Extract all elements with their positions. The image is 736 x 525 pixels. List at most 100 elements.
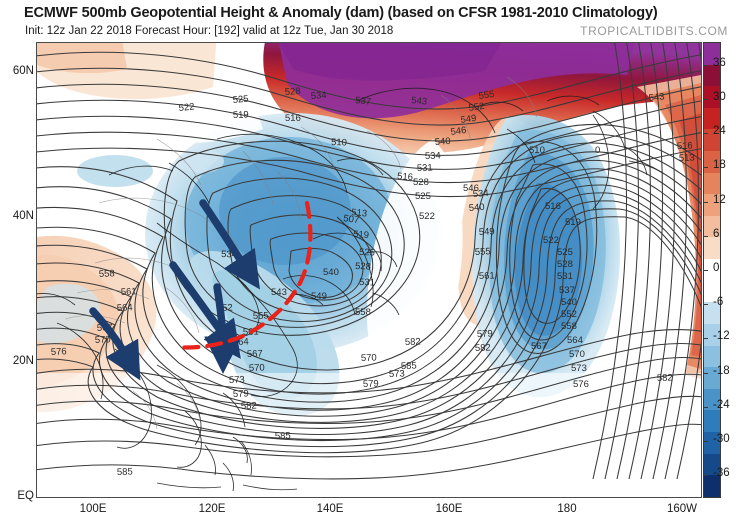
forecast-metadata: Init: 12z Jan 22 2018 Forecast Hour: [19… [25, 25, 394, 37]
svg-text:582: 582 [241, 400, 257, 412]
colorbar-tick-36: 36 [713, 56, 726, 69]
svg-text:552: 552 [561, 309, 577, 320]
colorbar-tick--12: -12 [713, 330, 730, 343]
colorbar-swatch [704, 194, 720, 216]
svg-text:585: 585 [117, 466, 133, 478]
x-tick-160W: 160W [666, 503, 698, 515]
colorbar-swatch [704, 107, 720, 130]
svg-text:528: 528 [355, 261, 371, 273]
map-canvas[interactable]: 522 525 528 519 516 537 510 516 507 534 … [36, 42, 702, 498]
svg-text:555: 555 [475, 246, 491, 258]
svg-text:585: 585 [401, 360, 417, 372]
svg-text:543: 543 [648, 91, 665, 104]
colorbar-tick-12: 12 [713, 193, 726, 206]
svg-text:522: 522 [419, 211, 435, 222]
svg-text:519: 519 [565, 217, 581, 228]
colorbar-tick-mark [703, 372, 708, 374]
svg-text:573: 573 [229, 374, 245, 386]
svg-text:579: 579 [363, 378, 379, 390]
colorbar-tick-mark [703, 99, 708, 100]
svg-text:570: 570 [569, 349, 585, 360]
svg-text:549: 549 [460, 113, 477, 126]
svg-text:552: 552 [217, 302, 233, 314]
colorbar-tick-mark [703, 235, 708, 237]
svg-text:525: 525 [232, 94, 249, 106]
colorbar-swatch [704, 215, 720, 238]
svg-text:558: 558 [561, 321, 577, 332]
svg-text:585: 585 [275, 430, 291, 442]
svg-text:573: 573 [571, 363, 587, 374]
svg-text:582: 582 [405, 336, 421, 348]
svg-text:528: 528 [284, 86, 301, 98]
colorbar-tick-30: 30 [713, 91, 726, 103]
svg-text:540: 540 [323, 267, 339, 278]
svg-text:513: 513 [679, 152, 695, 164]
svg-text:522: 522 [543, 235, 559, 246]
colorbar-swatch [704, 129, 720, 152]
colorbar-swatch [704, 86, 720, 108]
colorbar-tick-mark [703, 406, 708, 408]
svg-text:540: 540 [468, 202, 485, 214]
svg-text:531: 531 [417, 162, 433, 174]
colorbar-swatch [704, 367, 720, 389]
colorbar-tick--36: -36 [713, 467, 730, 480]
svg-text:552: 552 [468, 101, 485, 114]
svg-text:576: 576 [573, 379, 589, 390]
svg-text:534: 534 [472, 188, 489, 200]
svg-text:555: 555 [253, 310, 269, 322]
colorbar-swatch [704, 323, 720, 346]
page-title: ECMWF 500mb Geopotential Height & Anomal… [24, 5, 658, 21]
svg-text:573: 573 [389, 368, 405, 380]
svg-text:564: 564 [567, 335, 583, 346]
svg-text:582: 582 [657, 372, 673, 384]
svg-text:567: 567 [531, 341, 547, 352]
colorbar-tick--6: -6 [713, 296, 724, 309]
svg-text:522: 522 [178, 101, 195, 114]
svg-text:528: 528 [557, 259, 573, 270]
colorbar-swatch [704, 43, 720, 65]
svg-text:531: 531 [557, 271, 573, 282]
colorbar-tick-mark [703, 133, 708, 135]
svg-text:525: 525 [557, 247, 573, 258]
map-svg: 522 525 528 519 516 537 510 516 507 534 … [37, 43, 701, 497]
colorbar-swatch [704, 259, 720, 281]
colorbar-swatch [704, 453, 720, 476]
site-watermark: TROPICALTIDBITS.COM [580, 24, 728, 38]
colorbar-tick-0: 0 [713, 262, 720, 274]
colorbar-swatch [704, 237, 720, 260]
svg-text:576: 576 [51, 346, 67, 358]
svg-text:534: 534 [310, 90, 327, 102]
colorbar-tick-24: 24 [713, 125, 726, 138]
y-tick-EQ: EQ [17, 490, 34, 502]
svg-text:531: 531 [359, 277, 375, 289]
colorbar-swatch [704, 410, 720, 432]
colorbar-tick-mark [703, 201, 708, 203]
svg-text:549: 549 [479, 226, 495, 238]
svg-text:558: 558 [355, 307, 371, 318]
svg-text:540: 540 [434, 136, 451, 148]
colorbar-swatch [704, 172, 720, 195]
svg-text:510: 510 [331, 137, 347, 149]
svg-text:537: 537 [559, 285, 575, 296]
colorbar-swatch [704, 151, 720, 173]
colorbar-tick-mark [703, 64, 708, 66]
y-tick-60N: 60N [12, 65, 34, 77]
jet-stream-arrows [89, 199, 260, 381]
svg-text:549: 549 [311, 291, 327, 302]
svg-text:513: 513 [351, 207, 368, 220]
svg-text:510: 510 [529, 145, 545, 156]
svg-text:507: 507 [343, 213, 360, 226]
svg-text:546: 546 [463, 183, 479, 194]
svg-text:519: 519 [233, 109, 249, 121]
x-tick-120E: 120E [198, 503, 226, 515]
svg-text:570: 570 [249, 362, 265, 374]
svg-text:564: 564 [117, 302, 133, 314]
height-contours [37, 43, 701, 480]
colorbar-tick-mark [703, 270, 708, 271]
svg-text:567: 567 [247, 348, 263, 360]
svg-text:534: 534 [425, 150, 441, 162]
colorbar-swatch [704, 345, 720, 368]
colorbar-tick--30: -30 [713, 433, 730, 445]
svg-text:0: 0 [595, 145, 600, 156]
svg-text:525: 525 [415, 191, 431, 202]
